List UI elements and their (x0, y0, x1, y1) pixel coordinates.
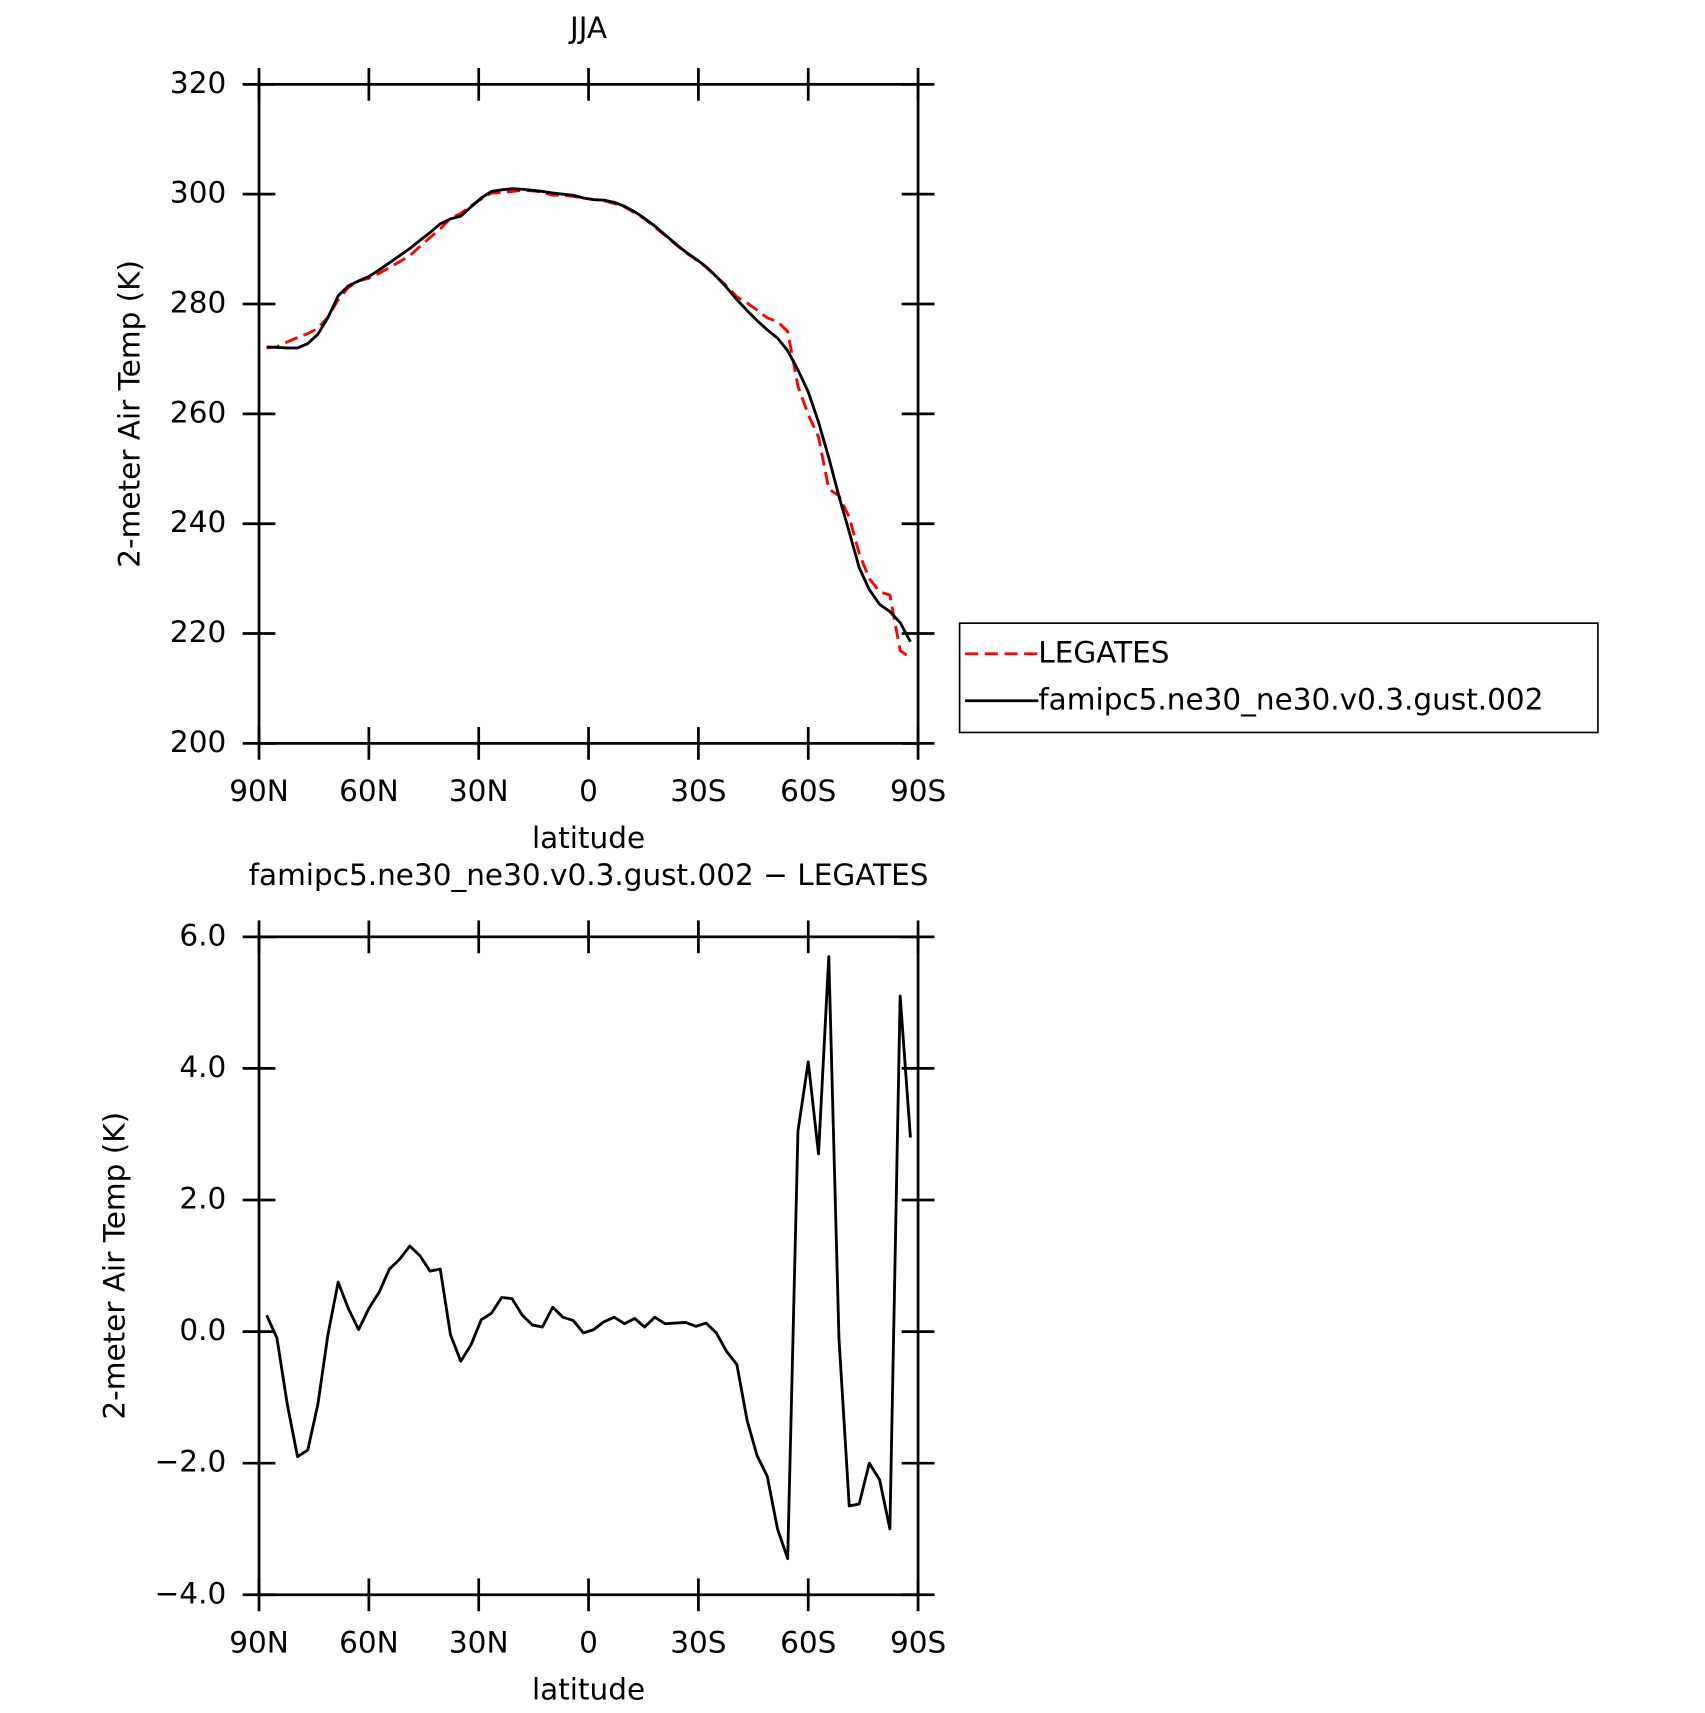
x-tick-label: 30N (449, 774, 509, 808)
x-tick-label: 30S (670, 1625, 726, 1659)
legend-label: famipc5.ne30_ne30.v0.3.gust.002 (1038, 682, 1543, 716)
y-tick-label: 4.0 (179, 1050, 226, 1084)
y-tick-label: 220 (170, 615, 226, 649)
y-tick-label: 280 (170, 286, 226, 320)
y-tick-label: 300 (170, 176, 226, 210)
x-tick-label: 90N (229, 1625, 289, 1659)
y-tick-label: 260 (170, 395, 226, 429)
x-tick-label: 0 (579, 774, 598, 808)
x-tick-label: 90S (890, 774, 946, 808)
x-axis-label: latitude (532, 1672, 645, 1706)
y-tick-label: 0.0 (179, 1313, 226, 1347)
y-axis-label: 2-meter Air Temp (K) (97, 1112, 131, 1420)
y-tick-label: 320 (170, 66, 226, 100)
y-tick-label: 200 (170, 725, 226, 759)
x-tick-label: 60S (780, 1625, 836, 1659)
x-tick-label: 0 (579, 1625, 598, 1659)
y-tick-label: 2.0 (179, 1182, 226, 1216)
legend-box (958, 622, 1599, 734)
x-tick-label: 30N (449, 1625, 509, 1659)
plot-frame (257, 935, 920, 1597)
x-tick-label: 90S (890, 1625, 946, 1659)
y-tick-label: −4.0 (155, 1576, 227, 1610)
x-tick-label: 60S (780, 774, 836, 808)
x-tick-label: 60N (339, 1625, 399, 1659)
y-tick-label: −2.0 (155, 1445, 227, 1479)
data-line (265, 955, 912, 1561)
legend: LEGATES famipc5.ne30_ne30.v0.3.gust.002 (958, 622, 1599, 734)
x-tick-label: 60N (339, 774, 399, 808)
plot-frame (257, 82, 920, 745)
x-axis-label: latitude (532, 821, 645, 855)
y-axis-label: 2-meter Air Temp (K) (113, 260, 147, 568)
data-line (266, 187, 912, 643)
chart-title: famipc5.ne30_ne30.v0.3.gust.002 − LEGATE… (249, 858, 929, 892)
y-tick-label: 6.0 (179, 918, 226, 952)
y-tick-label: 240 (170, 505, 226, 539)
x-tick-label: 90N (229, 774, 289, 808)
x-tick-label: 30S (670, 774, 726, 808)
legend-label: LEGATES (1038, 635, 1169, 669)
chart-title: JJA (568, 11, 607, 45)
data-line (266, 188, 912, 659)
